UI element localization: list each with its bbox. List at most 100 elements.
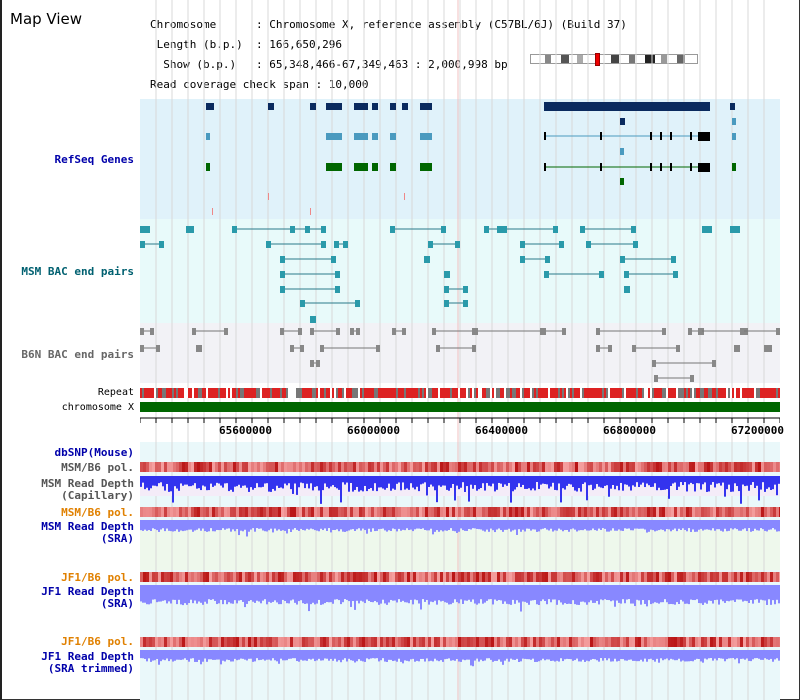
track-area[interactable]: 65600000 66000000 66400000 66800000 6720…: [140, 0, 784, 700]
depth-bar: [162, 650, 164, 660]
depth-bar: [190, 650, 192, 659]
depth-bar: [606, 476, 608, 486]
repeat-segment: [720, 388, 722, 398]
polymorphism-cell: [143, 462, 146, 472]
depth-bar: [152, 650, 154, 661]
depth-bar: [392, 476, 394, 489]
depth-bar: [700, 476, 702, 490]
depth-bar: [250, 520, 252, 530]
track-label-b6n-bac[interactable]: B6N BAC end pairs: [21, 348, 134, 361]
depth-bar: [744, 585, 746, 601]
depth-bar: [232, 476, 234, 492]
repeat-segment: [572, 388, 574, 398]
depth-bar: [336, 650, 338, 662]
polymorphism-cell: [293, 637, 296, 647]
depth-bar: [592, 476, 594, 491]
bac-end: [145, 226, 150, 233]
polymorphism-cell: [500, 637, 503, 647]
depth-bar: [262, 476, 264, 487]
depth-bar: [202, 476, 204, 486]
polymorphism-cell: [209, 507, 212, 517]
depth-bar: [604, 520, 606, 529]
polymorphism-cell: [704, 462, 707, 472]
track-label-msm-depth-capillary[interactable]: MSM Read Depth (Capillary): [41, 477, 134, 502]
depth-bar: [414, 650, 416, 662]
depth-bar: [572, 585, 574, 601]
repeat-segment: [404, 388, 406, 398]
depth-bar: [570, 520, 572, 530]
depth-bar: [496, 585, 498, 601]
depth-bar: [170, 520, 172, 532]
repeat-segment: [260, 388, 262, 398]
track-label-jf1-b6-pol[interactable]: JF1/B6 pol.: [61, 571, 134, 584]
polymorphism-cell: [704, 637, 707, 647]
depth-bar: [256, 520, 258, 529]
depth-bar: [672, 585, 674, 605]
repeat-segment: [302, 388, 304, 398]
track-label-jf1-b6-pol-2[interactable]: JF1/B6 pol.: [61, 635, 134, 648]
polymorphism-cell: [551, 462, 554, 472]
chromosome-ideogram[interactable]: [530, 53, 698, 66]
polymorphism-cell: [674, 572, 677, 582]
polymorphism-cell: [341, 637, 344, 647]
polymorphism-cell: [170, 507, 173, 517]
repeat-segment: [164, 388, 166, 398]
repeat-segment: [668, 388, 670, 398]
repeat-segment: [448, 388, 450, 398]
gene-block: [390, 133, 396, 140]
bac-end: [474, 328, 478, 335]
repeat-segment: [410, 388, 412, 398]
track-label-jf1-depth-trimmed[interactable]: JF1 Read Depth (SRA trimmed): [41, 650, 134, 675]
depth-bar: [606, 650, 608, 661]
polymorphism-cell: [218, 507, 221, 517]
polymorphism-cell: [770, 637, 773, 647]
depth-bar: [310, 650, 312, 660]
repeat-segment: [340, 388, 342, 398]
polymorphism-cell: [650, 572, 653, 582]
repeat-segment: [450, 388, 452, 398]
depth-bar: [482, 650, 484, 662]
depth-bar: [216, 520, 218, 530]
polymorphism-cell: [491, 572, 494, 582]
depth-bar: [158, 650, 160, 665]
bac-end: [580, 226, 585, 233]
track-label-dbsnp[interactable]: dbSNP(Mouse): [54, 446, 134, 459]
polymorphism-cell: [323, 507, 326, 517]
track-label-msm-b6-pol-2[interactable]: MSM/B6 pol.: [61, 506, 134, 519]
depth-bar: [280, 476, 282, 488]
repeat-segment: [512, 388, 514, 398]
polymorphism-cell: [311, 572, 314, 582]
depth-bar: [758, 585, 760, 603]
repeat-segment: [272, 388, 274, 398]
depth-bar: [558, 520, 560, 529]
polymorphism-cell: [659, 462, 662, 472]
repeat-segment: [214, 388, 216, 398]
depth-bar: [620, 585, 622, 604]
polymorphism-cell: [278, 637, 281, 647]
polymorphism-cell: [446, 507, 449, 517]
polymorphism-cell: [188, 462, 191, 472]
track-label-msm-depth-sra[interactable]: MSM Read Depth (SRA): [41, 520, 134, 545]
polymorphism-cell: [434, 637, 437, 647]
polymorphism-cell: [488, 462, 491, 472]
polymorphism-cell: [140, 637, 143, 647]
polymorphism-cell: [686, 637, 689, 647]
polymorphism-cell: [596, 637, 599, 647]
depth-bar: [602, 585, 604, 601]
polymorphism-cell: [692, 637, 695, 647]
track-label-refseq[interactable]: RefSeq Genes: [54, 153, 134, 166]
track-label-jf1-depth-sra[interactable]: JF1 Read Depth (SRA): [41, 585, 134, 610]
depth-bar: [668, 476, 670, 499]
depth-bar: [226, 585, 228, 605]
depth-bar: [354, 650, 356, 663]
track-label-msm-bac[interactable]: MSM BAC end pairs: [21, 265, 134, 278]
polymorphism-cell: [308, 572, 311, 582]
depth-bar: [192, 476, 194, 486]
polymorphism-cell: [197, 572, 200, 582]
repeat-segment: [154, 388, 156, 398]
track-label-msm-b6-pol[interactable]: MSM/B6 pol.: [61, 461, 134, 474]
depth-bar: [152, 520, 154, 529]
depth-bar: [766, 585, 768, 605]
polymorphism-cell: [377, 507, 380, 517]
depth-bar: [548, 520, 550, 531]
